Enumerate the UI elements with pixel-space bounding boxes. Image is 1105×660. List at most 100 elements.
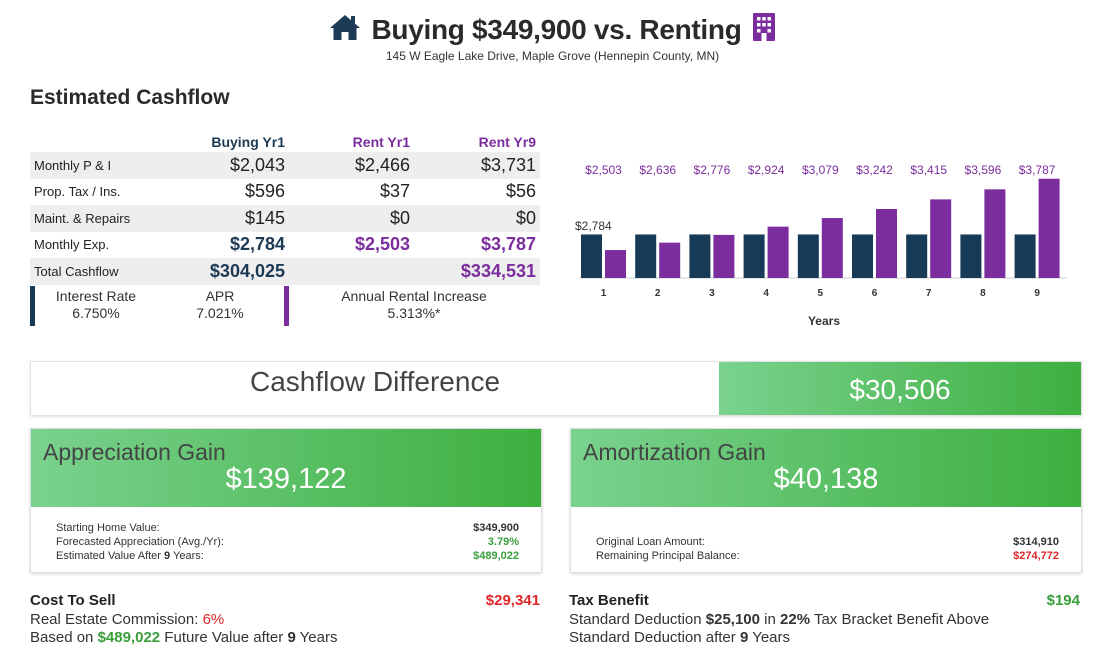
row-label: Prop. Tax / Ins. bbox=[34, 184, 121, 200]
appreciation-header: Appreciation Gain $139,122 bbox=[31, 429, 541, 507]
rent-yr1-value: $2,466 bbox=[354, 154, 410, 175]
tax-benefit-line: Standard Deduction $25,100 in 22% Tax Br… bbox=[569, 611, 1080, 630]
label-years: 9 bbox=[164, 550, 171, 562]
rent-data-label: $3,079 bbox=[802, 163, 839, 177]
rates-panel: Interest Rate 6.750% APR 7.021% Annual R… bbox=[30, 286, 540, 326]
detail-line: Estimated Value After 9 Years: $489,022 bbox=[56, 549, 519, 563]
x-tick-label: 2 bbox=[655, 288, 661, 299]
rental-increase-value: 5.313%* bbox=[387, 305, 441, 321]
commission-line: Real Estate Commission: 6% bbox=[30, 611, 540, 630]
rent-yr1-value: $0 bbox=[389, 207, 410, 228]
interest-rate-value: 6.750% bbox=[72, 305, 120, 321]
rent-bar bbox=[1038, 178, 1060, 278]
column-header-rent-yr1: Rent Yr1 bbox=[352, 134, 410, 150]
home-icon bbox=[329, 13, 361, 46]
tax-benefit-header: Tax Benefit $194 bbox=[569, 592, 1080, 611]
x-axis-label: Years bbox=[808, 314, 840, 328]
tax-bracket: 22% bbox=[780, 610, 811, 628]
tax-benefit-section: Tax Benefit $194 Standard Deduction $25,… bbox=[569, 592, 1080, 648]
amortization-amount: $40,138 bbox=[773, 463, 879, 495]
interest-rate-label: Interest Rate bbox=[55, 288, 137, 304]
buy-bar bbox=[635, 234, 657, 278]
tax-benefit-title: Tax Benefit bbox=[569, 592, 649, 609]
future-value: $489,022 bbox=[97, 629, 161, 646]
tax-benefit-line-2: Standard Deduction after 9 Years bbox=[569, 629, 1080, 648]
rent-yr1-value: $2,503 bbox=[354, 234, 410, 255]
amortization-details: Original Loan Amount: $314,910 Remaining… bbox=[596, 535, 1059, 563]
rent-bar bbox=[876, 209, 897, 278]
x-tick-label: 8 bbox=[980, 288, 986, 299]
cashflow-chart: 1 $2,503 2 $2,636 3 $2,776 4 $2,924 5 $3,079 6 $3,2… bbox=[565, 150, 1075, 340]
buy-bar bbox=[906, 234, 928, 278]
detail-label: Estimated Value After 9 Years: bbox=[56, 549, 204, 563]
text: Years bbox=[295, 629, 338, 646]
cashflow-difference-label: Cashflow Difference bbox=[249, 366, 501, 397]
row-label: Monthly Exp. bbox=[34, 237, 110, 253]
detail-line: Starting Home Value: $349,900 bbox=[56, 521, 519, 535]
text: Future Value after bbox=[160, 629, 288, 646]
rent-yr9-value: $334,531 bbox=[460, 260, 536, 281]
rent-data-label: $2,503 bbox=[585, 163, 622, 177]
tax-benefit-value: $194 bbox=[1046, 592, 1080, 609]
years: 9 bbox=[739, 629, 749, 646]
buying-value: $304,025 bbox=[209, 260, 285, 281]
cashflow-difference-value: $30,506 bbox=[719, 362, 1081, 415]
x-tick-label: 3 bbox=[709, 288, 715, 299]
rent-bar bbox=[984, 189, 1006, 278]
apr-label: APR bbox=[205, 288, 235, 304]
rental-increase-label: Annual Rental Increase bbox=[341, 288, 487, 304]
column-header-buying: Buying Yr1 bbox=[211, 134, 285, 150]
commission-label: Real Estate Commission: bbox=[30, 610, 203, 628]
buy-bar bbox=[852, 234, 873, 278]
detail-line: Original Loan Amount: $314,910 bbox=[596, 535, 1059, 549]
detail-value: $314,910 bbox=[1013, 536, 1059, 548]
buy-bar bbox=[1014, 234, 1036, 278]
appreciation-amount: $139,122 bbox=[225, 463, 347, 495]
cashflow-table: Buying Yr1 Rent Yr1 Rent Yr9 Monthly P &… bbox=[30, 134, 540, 285]
row-label: Monthly P & I bbox=[34, 157, 112, 173]
x-tick-label: 9 bbox=[1034, 288, 1040, 299]
years: 9 bbox=[287, 629, 296, 646]
detail-label: Forecasted Appreciation (Avg./Yr): bbox=[56, 536, 224, 548]
buy-bar bbox=[797, 234, 819, 278]
cost-to-sell-title: Cost To Sell bbox=[30, 592, 116, 609]
buy-bar bbox=[581, 234, 602, 278]
future-value-line: Based on $489,022 Future Value after 9 Y… bbox=[30, 629, 540, 648]
buy-bar bbox=[960, 234, 982, 278]
page-header: Buying $349,900 vs. Renting 145 W Eagle … bbox=[0, 12, 1105, 63]
rent-data-label: $3,415 bbox=[910, 163, 947, 177]
text: Standard Deduction after bbox=[569, 629, 740, 646]
rent-data-label: $2,924 bbox=[748, 163, 785, 177]
table-row: Prop. Tax / Ins. $596 $37 $56 bbox=[30, 179, 540, 206]
rent-data-label: $2,776 bbox=[694, 163, 731, 177]
standard-deduction: $25,100 bbox=[705, 610, 760, 628]
rent-data-label: $2,636 bbox=[639, 163, 676, 177]
table-row: Monthly P & I $2,043 $2,466 $3,731 bbox=[30, 152, 540, 179]
rent-yr9-value: $0 bbox=[515, 207, 536, 228]
text: Based on bbox=[30, 629, 98, 646]
rent-data-label: $3,242 bbox=[856, 163, 893, 177]
label-text: Years: bbox=[170, 550, 204, 562]
page-subtitle: 145 W Eagle Lake Drive, Maple Grove (Hen… bbox=[385, 49, 720, 63]
x-tick-label: 4 bbox=[763, 288, 769, 299]
buying-value: $2,784 bbox=[229, 234, 285, 255]
detail-value: $349,900 bbox=[473, 522, 519, 534]
appreciation-card: Appreciation Gain $139,122 Starting Home… bbox=[30, 428, 542, 573]
amortization-title: Amortization Gain bbox=[583, 439, 766, 465]
detail-label: Starting Home Value: bbox=[56, 522, 160, 534]
x-tick-label: 7 bbox=[926, 288, 932, 299]
table-row: Total Cashflow $304,025 $334,531 bbox=[30, 258, 540, 285]
buy-bar bbox=[743, 234, 765, 278]
building-icon bbox=[752, 12, 776, 47]
detail-label: Remaining Principal Balance: bbox=[596, 550, 740, 562]
buy-data-label: $2,784 bbox=[575, 219, 612, 233]
rent-bar bbox=[930, 199, 952, 278]
buy-bar bbox=[689, 234, 711, 278]
cashflow-difference-panel: Cashflow Difference $30,506 bbox=[30, 361, 1082, 416]
text: Standard Deduction bbox=[569, 610, 706, 628]
detail-line: Forecasted Appreciation (Avg./Yr): 3.79% bbox=[56, 535, 519, 549]
rent-bar bbox=[659, 242, 681, 278]
appreciation-details: Starting Home Value: $349,900 Forecasted… bbox=[56, 521, 519, 563]
rent-data-label: $3,787 bbox=[1019, 163, 1056, 177]
rent-yr9-value: $3,731 bbox=[480, 154, 536, 175]
